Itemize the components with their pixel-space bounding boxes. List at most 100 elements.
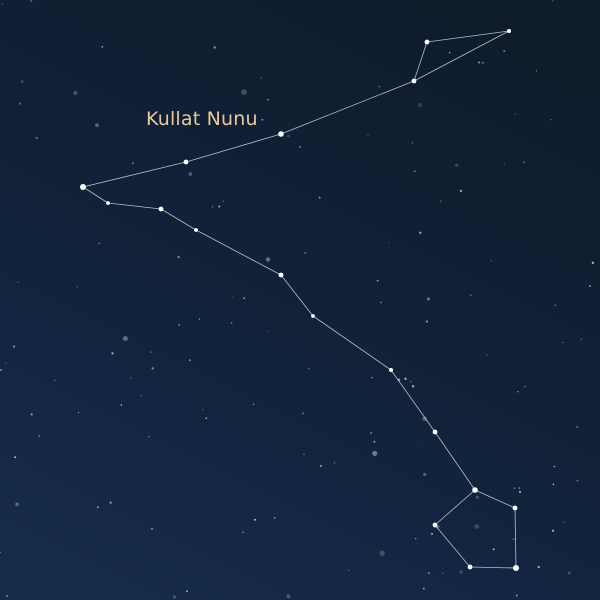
background-star [205, 417, 208, 420]
background-star [514, 113, 516, 115]
background-star [73, 90, 78, 95]
background-star [188, 172, 193, 176]
constellation-star [507, 29, 511, 33]
constellation-line [514, 507, 517, 569]
background-star [122, 336, 128, 342]
background-star [562, 341, 564, 344]
background-star [273, 516, 276, 519]
background-star [30, 413, 33, 416]
constellation-line [280, 274, 314, 317]
background-star [411, 385, 415, 388]
background-star [267, 98, 269, 101]
background-star [380, 301, 382, 304]
constellation-star [183, 159, 189, 165]
background-star [218, 205, 221, 208]
background-star [302, 453, 306, 456]
background-star [576, 479, 579, 482]
background-star [423, 472, 427, 476]
background-star [550, 119, 552, 121]
constellation-line [195, 229, 282, 276]
constellation-star [194, 228, 198, 232]
background-star [5, 362, 7, 364]
background-star [109, 501, 112, 504]
constellation-line [185, 133, 282, 163]
background-star [77, 412, 80, 414]
background-star [388, 242, 390, 244]
background-star [475, 495, 480, 500]
background-star [512, 538, 515, 540]
background-star [178, 323, 181, 327]
constellation-star [80, 184, 86, 190]
background-star [591, 261, 595, 264]
background-star [230, 322, 233, 324]
background-star [551, 529, 555, 532]
background-star [580, 338, 582, 340]
constellation-line [413, 30, 510, 82]
constellation-star [158, 206, 164, 212]
background-star [431, 532, 433, 535]
background-star [0, 369, 3, 372]
background-star [35, 136, 38, 140]
constellation-line [160, 208, 197, 231]
background-star [523, 161, 525, 164]
background-star [76, 286, 78, 288]
constellation-line [474, 489, 516, 509]
background-star [419, 231, 422, 234]
background-star [459, 189, 463, 193]
constellation-line [82, 161, 187, 188]
background-star [427, 572, 430, 574]
constellation-star [311, 314, 315, 318]
background-star [448, 51, 451, 54]
background-star [130, 377, 132, 379]
constellation-line [426, 30, 510, 43]
background-star [38, 435, 41, 437]
background-star [378, 85, 381, 88]
background-star [120, 404, 123, 406]
constellation-line [434, 524, 471, 568]
background-star [243, 297, 246, 300]
background-star [186, 590, 188, 593]
constellation-line [312, 315, 392, 371]
background-star [1, 3, 4, 5]
background-star [492, 548, 495, 551]
background-star [440, 200, 442, 202]
constellation-star [432, 429, 438, 435]
background-star [148, 435, 150, 438]
constellation-star [472, 487, 478, 493]
background-star [30, 0, 33, 3]
background-star [15, 502, 19, 507]
background-star [14, 456, 17, 459]
background-star [202, 409, 204, 411]
background-star [536, 70, 538, 72]
background-star [554, 304, 556, 306]
background-star [503, 163, 505, 166]
background-star [589, 285, 591, 287]
background-star [131, 162, 134, 165]
background-star [260, 77, 262, 79]
background-star [265, 257, 271, 262]
constellation-line [82, 186, 109, 204]
background-star [298, 145, 301, 148]
background-star [98, 242, 101, 245]
background-star [20, 80, 24, 84]
background-star [348, 570, 350, 572]
background-star [241, 89, 247, 95]
constellation-star [467, 564, 473, 570]
background-star [503, 50, 506, 53]
background-star [367, 134, 369, 136]
constellation-line [469, 566, 517, 569]
background-star [563, 521, 566, 523]
background-star [307, 367, 310, 370]
constellation-lines [82, 30, 517, 569]
background-star [231, 296, 233, 298]
constellation-star [411, 78, 417, 84]
constellation-stars [80, 29, 519, 571]
background-star [576, 425, 579, 428]
background-star [516, 390, 519, 393]
constellation-star [424, 39, 430, 45]
background-star [537, 566, 540, 569]
background-star [0, 551, 1, 554]
background-star [379, 550, 385, 556]
background-star [151, 527, 153, 530]
